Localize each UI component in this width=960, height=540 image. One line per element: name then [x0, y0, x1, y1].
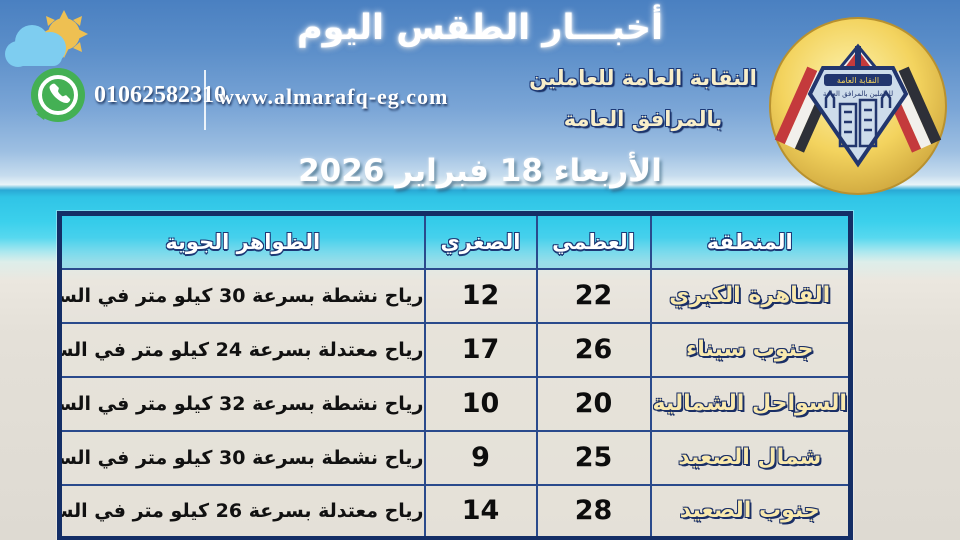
table-row: جنوب سيناء 26 17 رياح معتدلة بسرعة 24 كي…: [58, 321, 852, 378]
min-temp-cell: 17: [423, 321, 538, 378]
max-temp-cell: 25: [535, 429, 652, 486]
min-temp-cell: 14: [423, 483, 538, 540]
weather-table: المنطقة العظمي الصغري الظواهر الجوية الق…: [57, 211, 853, 540]
max-temp-cell: 20: [535, 375, 652, 432]
max-temp-cell: 28: [535, 483, 652, 540]
phone-number: 01062582310: [94, 82, 226, 108]
table-row: شمال الصعيد 25 9 رياح نشطة بسرعة 30 كيلو…: [58, 429, 852, 486]
phenomena-cell: رياح نشطة بسرعة 32 كيلو متر في الساعة: [58, 375, 426, 432]
max-temp-cell: 26: [535, 321, 652, 378]
svg-text:للعاملين بالمرافق العامة: للعاملين بالمرافق العامة: [823, 90, 893, 98]
table-header-row: المنطقة العظمي الصغري الظواهر الجوية: [58, 212, 852, 270]
phenomena-cell: رياح معتدلة بسرعة 24 كيلو متر في الساعة: [58, 321, 426, 378]
org-line1: النقابة العامة للعاملين: [529, 66, 757, 90]
region-cell: شمال الصعيد: [649, 429, 852, 486]
table-row: السواحل الشمالية 20 10 رياح نشطة بسرعة 3…: [58, 375, 852, 432]
org-line2: بالمرافق العامة: [563, 107, 723, 131]
min-temp-cell: 10: [423, 375, 538, 432]
emblem-shield: النقابة العامة للعاملين بالمرافق العامة: [807, 43, 909, 168]
whatsapp-icon: [31, 68, 85, 122]
svg-text:النقابة العامة: النقابة العامة: [837, 76, 879, 85]
organization-name: النقابة العامة للعاملين بالمرافق العامة: [518, 58, 768, 140]
divider: [204, 70, 206, 130]
phenomena-cell: رياح نشطة بسرعة 30 كيلو متر في الساعة: [58, 267, 426, 324]
phenomena-cell: رياح نشطة بسرعة 30 كيلو متر في الساعة: [58, 429, 426, 486]
website-url: www.almarafq-eg.com: [218, 84, 449, 109]
min-temp-cell: 9: [423, 429, 538, 486]
contact-strip: 01062582310 www.almarafq-eg.com: [22, 64, 462, 136]
sun-behind-cloud-icon: [5, 10, 88, 67]
region-cell: جنوب سيناء: [649, 321, 852, 378]
table-row: القاهرة الكبري 22 12 رياح نشطة بسرعة 30 …: [58, 267, 852, 324]
page-title: أخبـــار الطقس اليوم: [297, 8, 663, 48]
region-cell: جنوب الصعيد: [649, 483, 852, 540]
date-line: الأربعاء 18 فبراير 2026: [298, 153, 662, 189]
phenomena-cell: رياح معتدلة بسرعة 26 كيلو متر في الساعة: [58, 483, 426, 540]
col-header-min: الصغري: [423, 212, 538, 270]
region-cell: السواحل الشمالية: [649, 375, 852, 432]
min-temp-cell: 12: [423, 267, 538, 324]
col-header-max: العظمي: [535, 212, 652, 270]
col-header-phenomena: الظواهر الجوية: [58, 212, 426, 270]
table-row: جنوب الصعيد 28 14 رياح معتدلة بسرعة 26 ك…: [58, 483, 852, 540]
max-temp-cell: 22: [535, 267, 652, 324]
col-header-region: المنطقة: [649, 212, 852, 270]
public-utilities-union-emblem: النقابة العامة للعاملين بالمرافق العامة: [769, 17, 947, 195]
region-cell: القاهرة الكبري: [649, 267, 852, 324]
